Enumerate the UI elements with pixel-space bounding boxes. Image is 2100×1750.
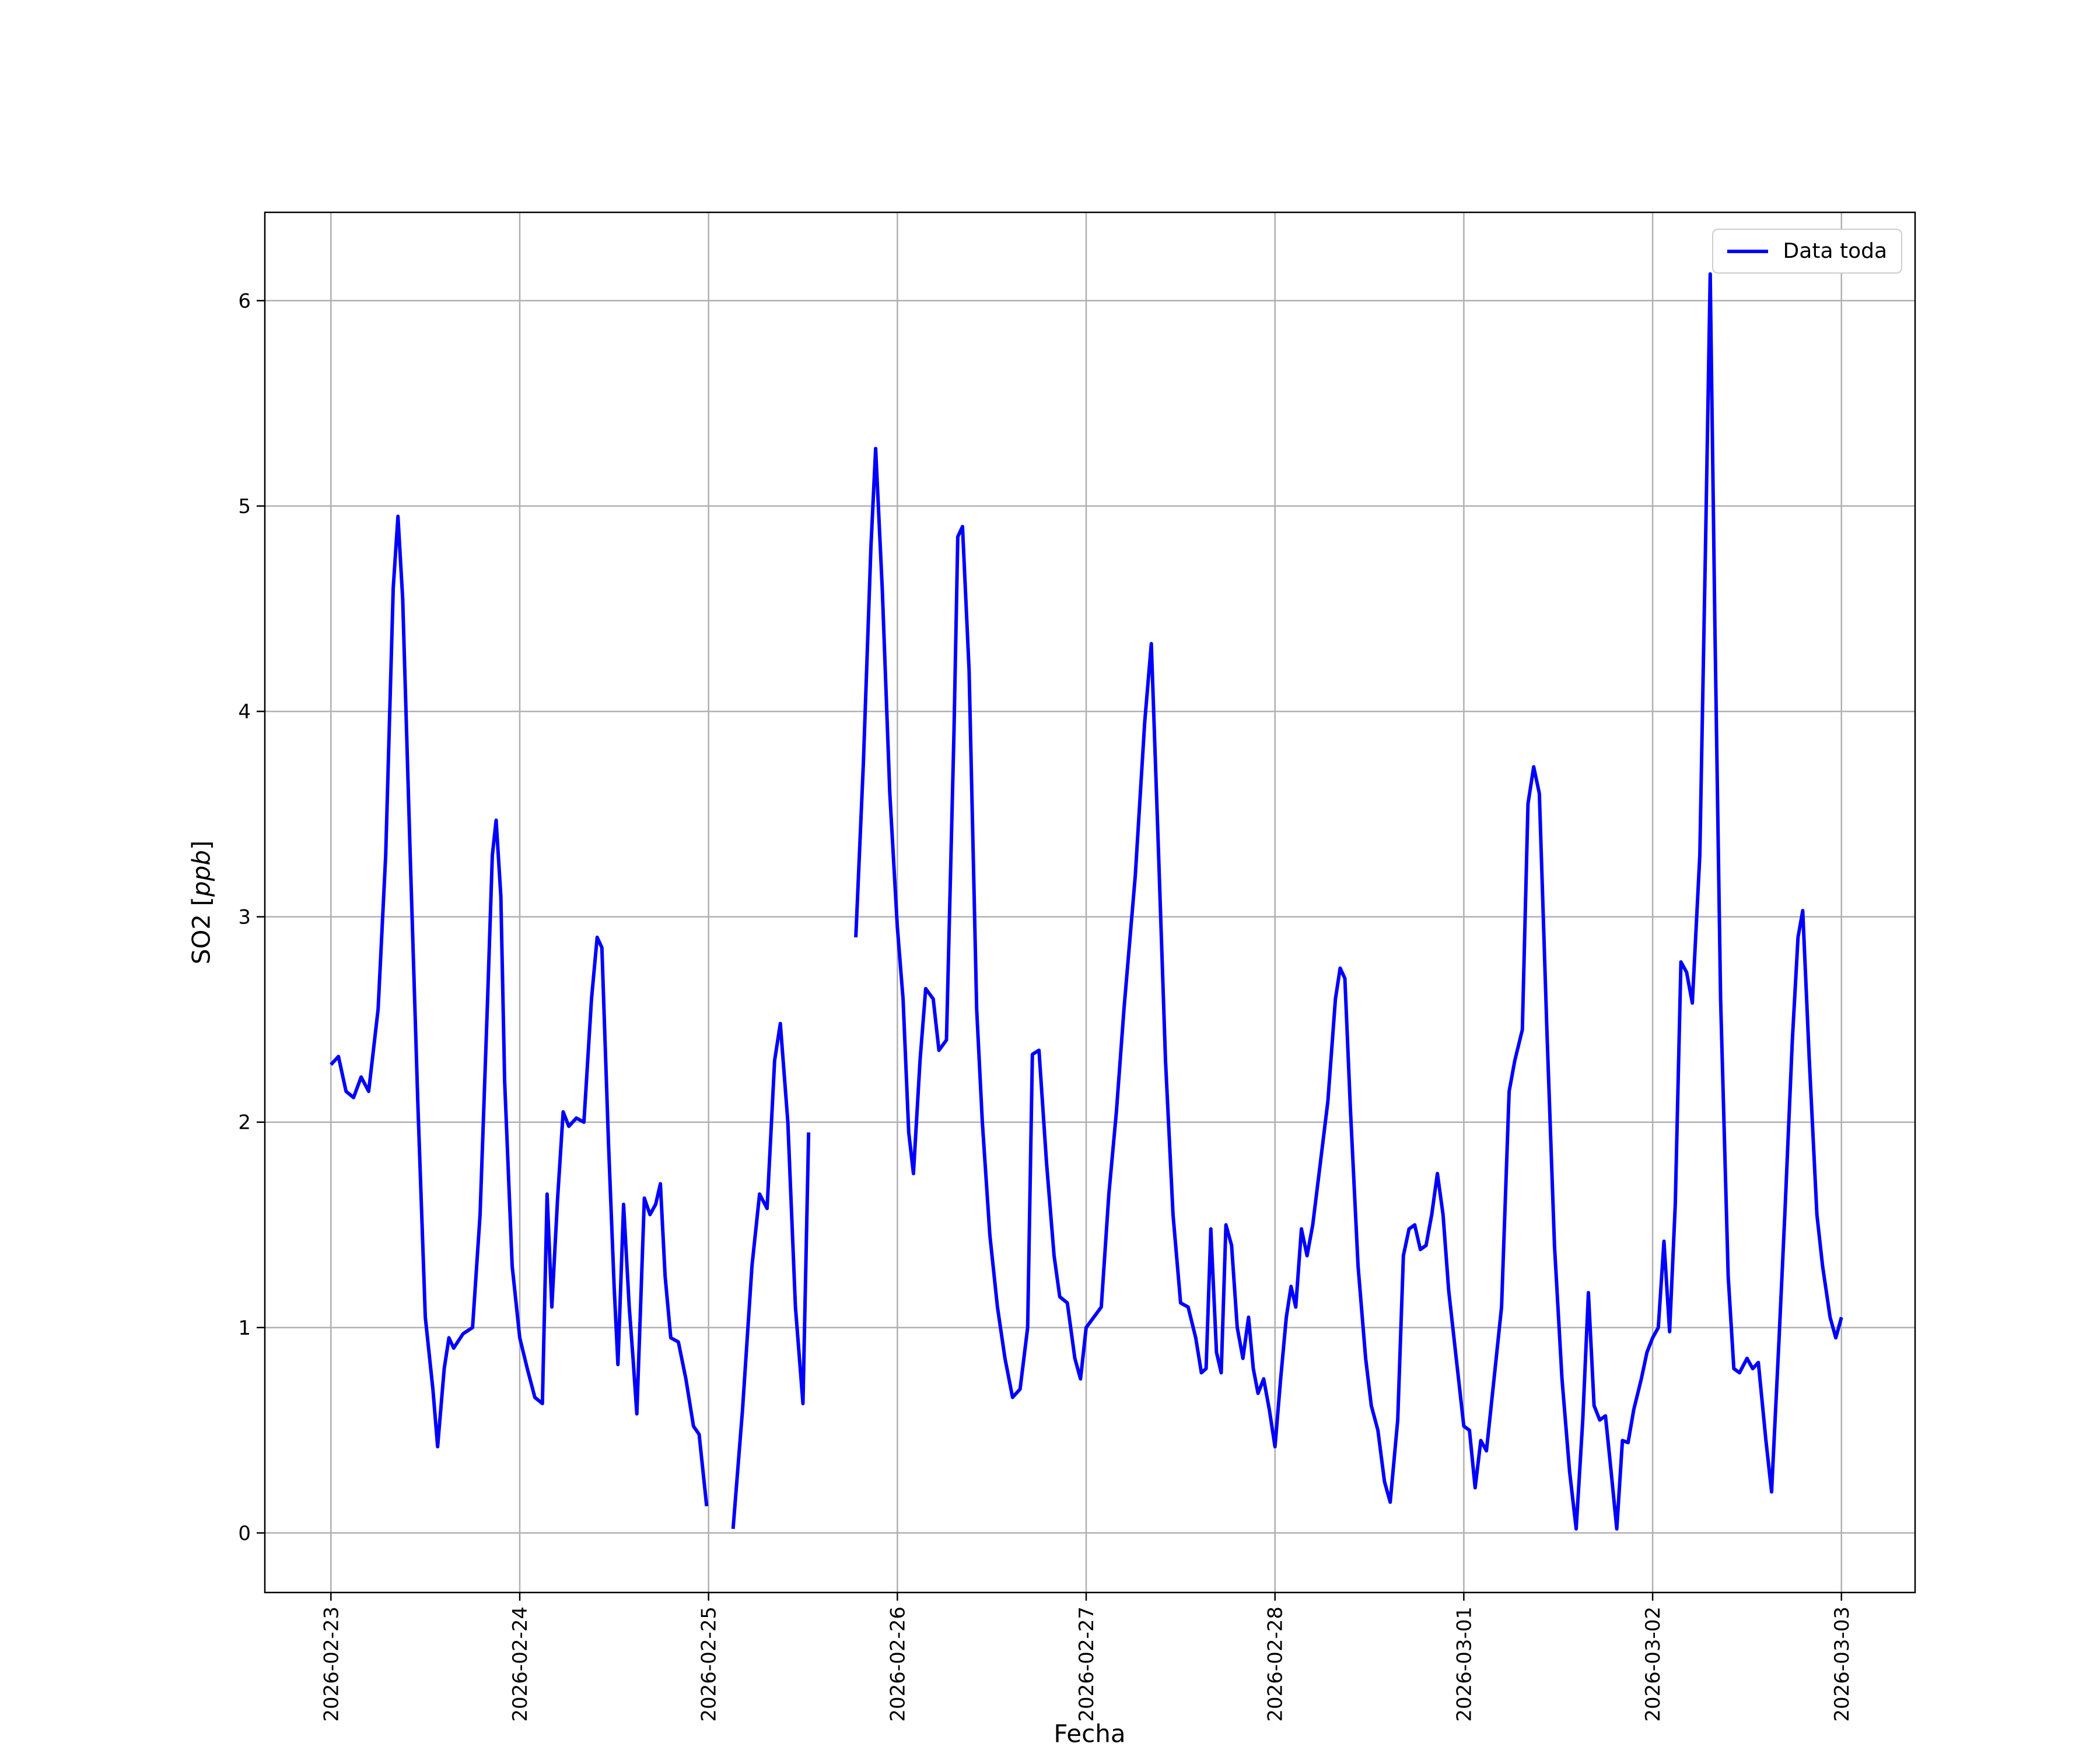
x-tick-label: 2026-03-01	[1452, 1606, 1476, 1722]
legend[interactable]: Data toda	[1712, 229, 1902, 274]
legend-line-sample	[1727, 249, 1768, 253]
y-axis-label-text: SO2 [	[187, 897, 216, 965]
y-axis-label-close: ]	[187, 840, 216, 850]
legend-label: Data toda	[1783, 239, 1887, 263]
y-tick-label: 1	[238, 1317, 251, 1340]
axes-spine	[264, 211, 1916, 1594]
x-tick-label: 2026-02-24	[509, 1606, 532, 1722]
y-tick-label: 4	[238, 701, 251, 724]
x-axis-label: Fecha	[1054, 1719, 1126, 1748]
x-tick-label: 2026-02-26	[886, 1606, 909, 1722]
x-tick-label: 2026-03-03	[1831, 1606, 1854, 1722]
x-tick-label: 2026-02-25	[698, 1606, 721, 1722]
y-tick-label: 2	[238, 1111, 251, 1135]
y-axis-label: SO2 [ppb]	[187, 841, 216, 965]
data-line	[330, 272, 1843, 1531]
x-tick-label: 2026-03-02	[1642, 1606, 1665, 1722]
x-tick-label: 2026-02-23	[320, 1606, 343, 1722]
y-axis-label-unit: ppb	[187, 850, 216, 897]
x-tick-label: 2026-02-27	[1075, 1606, 1098, 1722]
y-tick-label: 5	[238, 495, 251, 518]
y-tick-label: 3	[238, 906, 251, 929]
y-tick-label: 6	[238, 289, 251, 313]
y-tick-label: 0	[238, 1522, 251, 1545]
x-tick-label: 2026-02-28	[1264, 1606, 1287, 1722]
